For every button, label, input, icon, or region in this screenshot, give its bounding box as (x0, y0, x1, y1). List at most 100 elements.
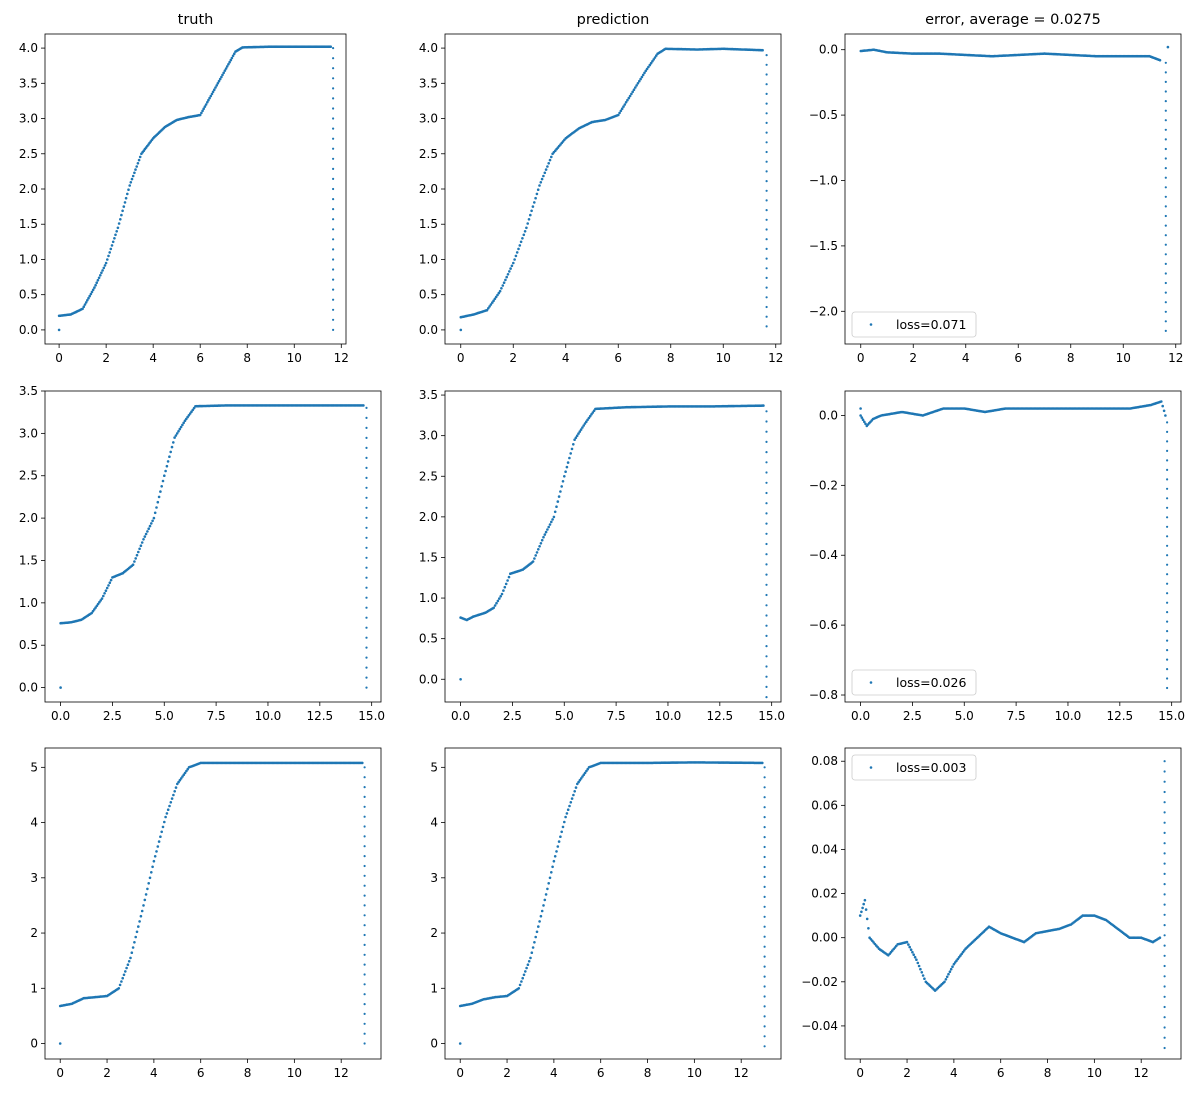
x-tick-label: 8 (1044, 1066, 1052, 1080)
data-point (577, 432, 580, 435)
data-point (134, 168, 137, 171)
data-point (947, 972, 950, 976)
data-point (365, 546, 368, 549)
data-point (1164, 71, 1167, 74)
data-point (363, 845, 366, 848)
data-point (643, 71, 646, 75)
data-point (1164, 138, 1167, 141)
data-point (765, 199, 768, 202)
data-point (765, 522, 768, 525)
data-point (1163, 811, 1166, 814)
data-point (165, 812, 169, 815)
data-point (1164, 147, 1167, 151)
legend-marker (869, 681, 873, 684)
data-point (647, 65, 650, 69)
data-point (57, 328, 61, 332)
data-point (582, 424, 585, 427)
data-point (1163, 975, 1166, 978)
data-point (139, 544, 143, 547)
data-point (101, 269, 104, 272)
data-point (538, 920, 541, 923)
data-point (534, 196, 537, 200)
data-point (332, 248, 335, 251)
data-point (1163, 924, 1166, 927)
data-point (763, 985, 766, 988)
data-point (163, 474, 166, 478)
data-point (864, 908, 868, 911)
data-point (83, 303, 87, 306)
data-point (121, 209, 124, 213)
data-point (108, 251, 111, 254)
data-point (557, 840, 561, 843)
data-point (579, 777, 583, 780)
axes-frame (844, 747, 1182, 1060)
y-tick-label: 0.00 (811, 931, 838, 945)
subplot-title: truth (178, 12, 214, 28)
data-point (1163, 934, 1166, 937)
data-point (201, 109, 204, 113)
data-point (332, 147, 335, 150)
data-point (332, 77, 335, 80)
data-point (945, 975, 949, 979)
data-point (1164, 414, 1167, 417)
subplot-title: error, average = 0.0275 (925, 12, 1101, 28)
data-point (363, 795, 366, 799)
x-tick-label: 6 (1014, 351, 1022, 365)
data-point (539, 181, 543, 184)
data-point (365, 456, 368, 459)
data-point (135, 930, 139, 934)
data-point (1164, 291, 1167, 294)
data-point (131, 174, 135, 178)
data-point (102, 266, 106, 270)
data-point (765, 451, 768, 454)
data-point (1164, 243, 1167, 246)
data-point (485, 308, 489, 312)
data-point (200, 111, 203, 115)
data-point (363, 1032, 366, 1035)
y-tick-label: 2.5 (419, 147, 438, 161)
data-point (590, 413, 593, 416)
data-point (585, 420, 588, 424)
data-point (186, 767, 189, 771)
data-point (363, 993, 366, 996)
data-point (639, 77, 642, 81)
data-point (765, 54, 768, 57)
legend-marker (869, 323, 873, 326)
data-point (93, 608, 96, 611)
y-tick-label: −0.8 (809, 688, 838, 702)
x-tick-label: 10.0 (1055, 709, 1082, 723)
y-tick-label: 5 (430, 760, 438, 774)
y-tick-label: 1.5 (419, 550, 438, 564)
y-tick-label: 2 (30, 926, 38, 940)
data-point (574, 436, 578, 440)
data-point (332, 318, 335, 321)
y-tick-label: 2.0 (19, 182, 38, 196)
data-point (538, 184, 541, 187)
data-point (122, 973, 126, 977)
data-point (763, 836, 766, 839)
data-point (233, 52, 236, 55)
x-tick-label: 15.0 (1158, 709, 1185, 723)
data-point (540, 177, 544, 181)
data-point (1166, 554, 1169, 557)
data-point (363, 1022, 366, 1025)
data-point (363, 805, 366, 808)
y-tick-label: −0.5 (809, 108, 838, 122)
x-tick-label: 6 (197, 1066, 205, 1080)
axes-frame (844, 33, 1182, 345)
data-point (332, 87, 335, 90)
data-point (332, 278, 335, 281)
data-point (763, 786, 766, 789)
data-point (221, 73, 224, 77)
data-point (628, 94, 632, 98)
data-point (506, 579, 509, 582)
data-point (128, 184, 131, 187)
data-point (1164, 109, 1167, 112)
data-point (492, 606, 496, 610)
data-point (363, 1042, 366, 1045)
data-point (1163, 995, 1166, 998)
subplot-4: 0.0 2.5 5.0 7.5 10.0 12.5 15.0 0.0 0.5 1.0 1.5 2.0 2… (19, 384, 385, 723)
axes-frame (844, 390, 1182, 703)
data-point (225, 65, 229, 68)
data-point (133, 560, 136, 563)
